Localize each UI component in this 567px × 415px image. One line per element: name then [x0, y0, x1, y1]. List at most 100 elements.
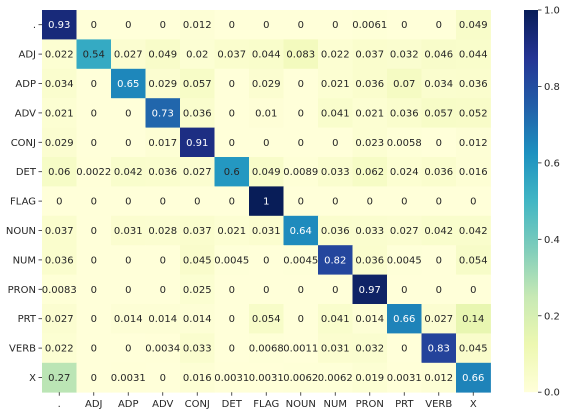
heatmap-cell-adv-adp: [111, 98, 146, 128]
heatmap-cell-adp-dot: [42, 68, 77, 99]
heatmap-cell-value: 0.0031: [111, 373, 146, 384]
heatmap-cell-adj-num: [318, 39, 353, 70]
heatmap-cell-value: 0: [160, 255, 166, 266]
heatmap-cell-verb-flag: [249, 333, 284, 364]
heatmap-cell-det-conj: [180, 157, 215, 187]
column-tick-label-adj: ADJ: [85, 399, 103, 410]
heatmap-cell-x-num: [318, 362, 353, 393]
heatmap-cell-prt-adv: [145, 304, 181, 334]
heatmap-cell-num-verb: [421, 245, 457, 275]
heatmap-cell-value: 0: [332, 197, 338, 208]
heatmap-cell-x-dot: [42, 362, 77, 393]
heatmap-cell-value: 0: [125, 138, 131, 149]
heatmap-cell-adv-pron: [352, 98, 388, 128]
heatmap-cell-pron-adp: [111, 274, 146, 305]
heatmap-cell-value: 0: [401, 197, 407, 208]
heatmap-cell-value: 0: [298, 20, 304, 31]
heatmap-cell-value: 0.036: [321, 226, 350, 237]
heatmap-cell-value: 0.73: [152, 108, 174, 119]
column-tick-label-verb: VERB: [425, 399, 452, 410]
heatmap-cell-flag-flag: [249, 186, 284, 217]
heatmap-cell-value: 0.045: [459, 344, 488, 355]
heatmap-cell-value: 0.033: [355, 226, 384, 237]
heatmap-cell-value: 0: [436, 138, 442, 149]
heatmap-cell-value: 0.037: [355, 50, 384, 61]
heatmap-cell-adj-prt: [387, 39, 422, 70]
heatmap-cell-value: 0: [125, 344, 131, 355]
heatmap-cell-adp-num: [318, 68, 353, 99]
heatmap-cell-conj-pron: [352, 127, 388, 158]
heatmap-cell-value: 0.054: [252, 314, 281, 325]
heatmap-cell-verb-adj: [76, 333, 112, 364]
heatmap-cell-pron-conj: [180, 274, 215, 305]
heatmap-cell-value: 0.0045: [387, 255, 422, 266]
heatmap-cell-value: 0: [263, 20, 269, 31]
heatmap-cell-value: 0.041: [321, 108, 350, 119]
heatmap-cell-value: 0.049: [459, 20, 488, 31]
heatmap-cell-conj-x: [456, 127, 491, 158]
heatmap-cell-dot-adj: [76, 10, 112, 40]
heatmap-cell-flag-verb: [421, 186, 457, 217]
heatmap-cell-det-adv: [145, 157, 181, 187]
heatmap-cell-flag-x: [456, 186, 491, 217]
heatmap-cell-value: 0: [91, 197, 97, 208]
heatmap-cell-value: 0.029: [45, 138, 74, 149]
heatmap-cell-num-dot: [42, 245, 77, 275]
column-tick-label-noun: NOUN: [286, 399, 316, 410]
heatmap-cell-adj-pron: [352, 39, 388, 70]
heatmap-cell-value: 0.054: [459, 255, 488, 266]
heatmap-cell-x-adj: [76, 362, 112, 393]
heatmap-cell-num-det: [214, 245, 250, 275]
heatmap-cell-prt-adp: [111, 304, 146, 334]
heatmap-cell-pron-det: [214, 274, 250, 305]
heatmap-cell-adv-adj: [76, 98, 112, 128]
heatmap-cell-value: 0.0083: [42, 285, 77, 296]
column-tick-label-dot: .: [58, 399, 61, 410]
heatmap-cell-value: 0.027: [114, 50, 143, 61]
heatmap-cell-x-flag: [249, 362, 284, 393]
heatmap-cell-value: 0.049: [148, 50, 177, 61]
row-tick-label-dot: .: [33, 20, 36, 31]
heatmap-cell-flag-conj: [180, 186, 215, 217]
heatmap-cell-value: 0.0031: [387, 373, 422, 384]
heatmap-cell-det-num: [318, 157, 353, 187]
heatmap-cell-value: 0.02: [186, 50, 208, 61]
heatmap-cell-value: 0: [367, 197, 373, 208]
heatmap-cell-value: 0: [160, 197, 166, 208]
heatmap-cell-value: 0.052: [459, 108, 488, 119]
heatmap-cell-value: 0.021: [321, 79, 350, 90]
heatmap-cell-value: 0.083: [286, 50, 315, 61]
heatmap-cell-value: 0.014: [114, 314, 143, 325]
heatmap-cell-adp-adj: [76, 68, 112, 99]
heatmap-cell-value: 0: [229, 138, 235, 149]
colorbar-tick-label: 0.2: [544, 311, 560, 322]
heatmap-cell-value: 0: [298, 285, 304, 296]
heatmap-cell-prt-prt: [387, 304, 422, 334]
heatmap-cell-adp-noun: [283, 68, 319, 99]
heatmap-cell-value: 0: [436, 197, 442, 208]
heatmap-cell-value: 0.0062: [283, 373, 318, 384]
heatmap-cell-value: 0.023: [355, 138, 384, 149]
heatmap-cell-value: 0: [125, 255, 131, 266]
heatmap-cell-value: 0: [91, 138, 97, 149]
heatmap-cell-value: 0.65: [117, 79, 139, 90]
heatmap-cell-value: 0.0011: [283, 344, 318, 355]
heatmap-cell-value: 0.028: [148, 226, 177, 237]
heatmap-cell-conj-num: [318, 127, 353, 158]
heatmap-cell-adp-x: [456, 68, 491, 99]
heatmap-cell-value: 0: [125, 197, 131, 208]
heatmap-cell-value: 0.0031: [214, 373, 249, 384]
heatmap-cell-prt-flag: [249, 304, 284, 334]
heatmap-cell-pron-pron: [352, 274, 388, 305]
heatmap-cell-adv-num: [318, 98, 353, 128]
heatmap-cell-value: 0.029: [252, 79, 281, 90]
heatmap-cell-pron-flag: [249, 274, 284, 305]
column-tick-label-adp: ADP: [118, 399, 139, 410]
heatmap-cell-value: 0: [229, 197, 235, 208]
heatmap-cell-verb-verb: [421, 333, 457, 364]
heatmap-cell-conj-adj: [76, 127, 112, 158]
heatmap-cell-det-adp: [111, 157, 146, 187]
colorbar-tick-label: 0.8: [544, 82, 560, 93]
heatmap-cell-value: 0: [263, 255, 269, 266]
heatmap-cell-verb-pron: [352, 333, 388, 364]
